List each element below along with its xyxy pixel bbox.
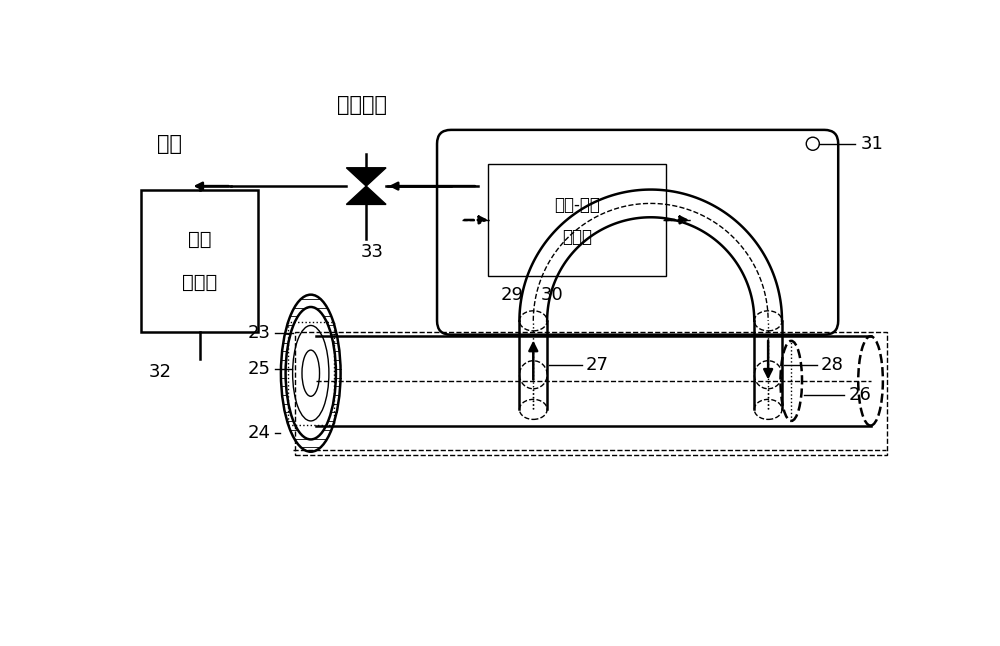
Text: 28: 28 xyxy=(820,356,843,374)
Text: 回收站: 回收站 xyxy=(182,273,218,292)
FancyBboxPatch shape xyxy=(488,163,666,276)
Text: 24: 24 xyxy=(247,424,270,443)
Polygon shape xyxy=(346,168,386,186)
Text: 氢气: 氢气 xyxy=(188,230,212,249)
Text: 直流-交流: 直流-交流 xyxy=(554,196,600,214)
Text: 29: 29 xyxy=(500,286,523,304)
Text: 32: 32 xyxy=(149,364,172,381)
Text: 25: 25 xyxy=(247,360,270,379)
Text: 31: 31 xyxy=(861,135,883,152)
Text: 变流器: 变流器 xyxy=(562,228,592,246)
Polygon shape xyxy=(346,186,386,204)
Text: 23: 23 xyxy=(247,324,270,342)
Text: 氢气: 氢气 xyxy=(157,134,182,154)
Text: 氢气阀门: 氢气阀门 xyxy=(337,95,387,115)
FancyBboxPatch shape xyxy=(141,190,258,333)
Text: 26: 26 xyxy=(848,386,871,404)
Text: 33: 33 xyxy=(361,243,384,261)
Text: 27: 27 xyxy=(586,356,609,374)
FancyBboxPatch shape xyxy=(437,130,838,335)
Text: 30: 30 xyxy=(541,286,564,304)
